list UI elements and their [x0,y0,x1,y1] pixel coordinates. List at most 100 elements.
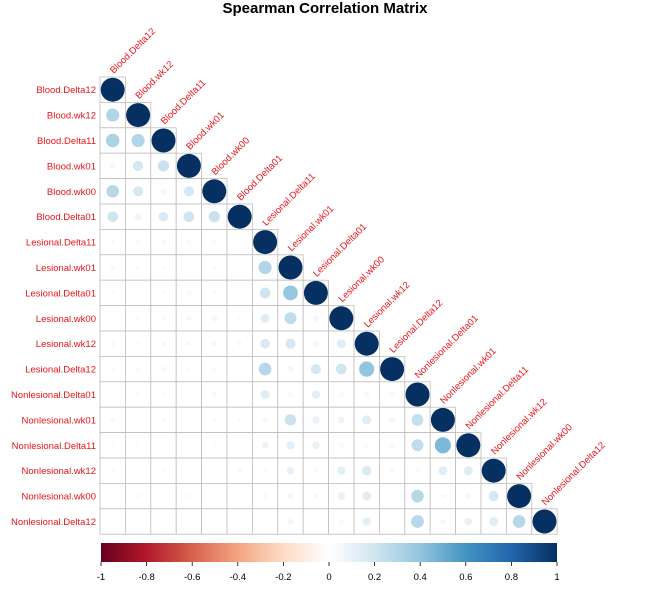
correlation-circle [361,465,372,476]
correlation-circle [411,515,424,528]
matrix-cell [175,178,202,205]
column-label: Lesional.Delta01 [311,221,369,279]
column-label: Blood.Delta11 [159,77,208,126]
correlation-circle [187,392,191,397]
row-label: Blood.Delta12 [36,85,96,96]
colorbar-tick-label: -0.2 [275,572,291,583]
correlation-circle [187,519,191,524]
colorbar: -1 -0.8 -0.6 -0.4 -0.2 0 0.2 0.4 0.6 0.8 1 [97,543,560,583]
correlation-circle [313,493,319,499]
correlation-circle [380,357,405,382]
correlation-circle [100,77,125,102]
column-label: Blood.wk01 [184,110,227,153]
correlation-circle [111,494,115,498]
matrix-cell [125,152,152,179]
correlation-circle [440,493,446,499]
correlation-circle [238,392,242,397]
colorbar-bar [101,543,557,562]
correlation-circle [237,316,242,321]
correlation-circle [481,458,506,483]
correlation-circle [238,443,242,447]
colorbar-tick-label: 0.6 [459,572,472,583]
correlation-circle [238,367,242,371]
correlation-circle [186,341,192,347]
correlation-circle [211,315,218,322]
correlation-circle [158,211,169,222]
correlation-circle [110,367,115,372]
correlation-circle [389,416,396,423]
correlation-circle [253,230,278,255]
correlation-circle [287,518,294,525]
correlation-circle [176,153,201,178]
row-label: Nonlesional.Delta01 [11,390,96,401]
row-label: Lesional.Delta11 [26,238,96,249]
column-label: Lesional.Delta12 [387,298,445,356]
correlation-circle [187,443,191,447]
correlation-circle [161,265,166,270]
row-label: Nonlesional.wk12 [22,466,96,477]
correlation-circle [136,291,140,295]
correlation-circle [136,494,141,499]
correlation-circle [151,128,176,153]
correlation-circle [434,437,451,454]
correlation-circle [131,133,145,148]
correlation-circle [211,239,217,245]
colorbar-tick-label: 0.2 [368,572,381,583]
colorbar-tick-label: -1 [97,572,105,583]
correlation-circle [186,367,191,372]
correlation-circle [311,390,321,399]
correlation-circle [238,291,242,295]
correlation-circle [187,469,191,473]
row-label: Lesional.wk12 [36,339,96,350]
correlation-circle [259,287,271,299]
correlation-circle [160,366,167,372]
column-label: Blood.Delta12 [108,26,158,76]
correlation-circle [283,285,298,301]
correlation-circle [489,517,499,526]
correlation-circle [212,265,217,270]
correlation-circle [110,443,115,448]
correlation-circle [463,466,473,476]
correlation-circle [157,160,170,172]
chart-title: Spearman Correlation Matrix [222,0,428,17]
correlation-circle [105,133,120,148]
column-label: Blood.Delta01 [235,153,285,203]
correlation-circle [532,509,557,534]
row-label: Nonlesional.Delta11 [12,441,96,452]
colorbar-tick-label: 0 [326,572,331,583]
correlation-circle [362,491,372,501]
correlation-circle [263,468,268,473]
correlation-circle [354,331,379,356]
correlation-circle [238,494,242,498]
correlation-circle [362,517,371,526]
correlation-circle [134,213,142,221]
correlation-circle [464,517,473,526]
correlation-circle [507,484,532,509]
row-label: Blood.Delta11 [37,136,96,147]
correlation-circle [110,265,116,270]
correlation-circle [329,306,354,331]
correlation-circle [160,188,167,195]
correlation-circle [456,433,481,458]
row-label: Lesional.Delta12 [25,365,96,376]
correlation-circle [136,240,141,245]
correlation-circle [107,211,119,223]
colorbar-tick-label: -0.8 [138,572,154,583]
correlation-circle [312,340,319,347]
correlation-circle [260,390,270,399]
correlation-circle [238,265,242,270]
matrix-cell [353,508,380,535]
correlation-circle [211,391,217,398]
correlation-circle [364,391,370,398]
colorbar-tick-label: 0.8 [505,572,518,583]
correlation-circle [136,519,140,524]
correlation-circle [390,494,395,499]
correlation-circle [262,493,268,499]
colorbar-tick-label: 0.4 [414,572,427,583]
correlation-circle [202,179,227,204]
correlation-circle [359,361,375,377]
correlation-circle [338,442,344,448]
correlation-circle [211,341,217,347]
correlation-circle [212,443,217,448]
correlation-circle [136,392,141,397]
